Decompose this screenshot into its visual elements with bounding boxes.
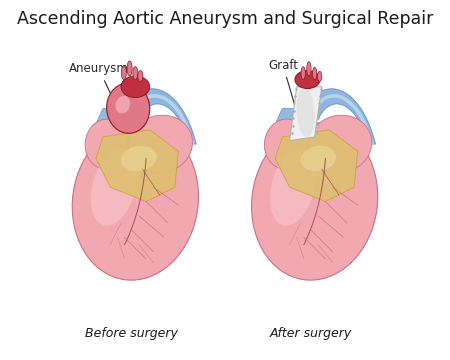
Text: Graft: Graft: [268, 59, 298, 109]
Ellipse shape: [90, 149, 137, 226]
Ellipse shape: [107, 83, 150, 133]
Ellipse shape: [312, 67, 317, 80]
Polygon shape: [304, 89, 376, 144]
Ellipse shape: [133, 67, 138, 80]
Ellipse shape: [122, 66, 126, 80]
Ellipse shape: [252, 123, 378, 280]
Ellipse shape: [138, 71, 143, 81]
Ellipse shape: [301, 146, 336, 171]
Ellipse shape: [115, 96, 130, 113]
Ellipse shape: [307, 62, 311, 76]
Text: Ascending Aortic Aneurysm and Surgical Repair: Ascending Aortic Aneurysm and Surgical R…: [17, 10, 433, 28]
Polygon shape: [125, 89, 196, 144]
Ellipse shape: [121, 146, 157, 171]
Polygon shape: [96, 130, 178, 202]
Text: After surgery: After surgery: [270, 327, 352, 339]
Ellipse shape: [72, 123, 198, 280]
Polygon shape: [263, 108, 297, 241]
Ellipse shape: [297, 87, 315, 137]
Polygon shape: [289, 87, 322, 140]
Ellipse shape: [128, 115, 193, 173]
Polygon shape: [84, 108, 117, 241]
Ellipse shape: [121, 76, 150, 98]
Polygon shape: [275, 130, 358, 202]
Ellipse shape: [308, 115, 372, 173]
Ellipse shape: [295, 71, 320, 89]
Ellipse shape: [85, 119, 128, 169]
Text: Aneurysm: Aneurysm: [69, 62, 129, 106]
Ellipse shape: [127, 61, 132, 76]
Ellipse shape: [265, 119, 307, 169]
Ellipse shape: [270, 149, 316, 226]
Ellipse shape: [318, 71, 322, 81]
Ellipse shape: [301, 67, 306, 80]
Text: Before surgery: Before surgery: [86, 327, 178, 339]
